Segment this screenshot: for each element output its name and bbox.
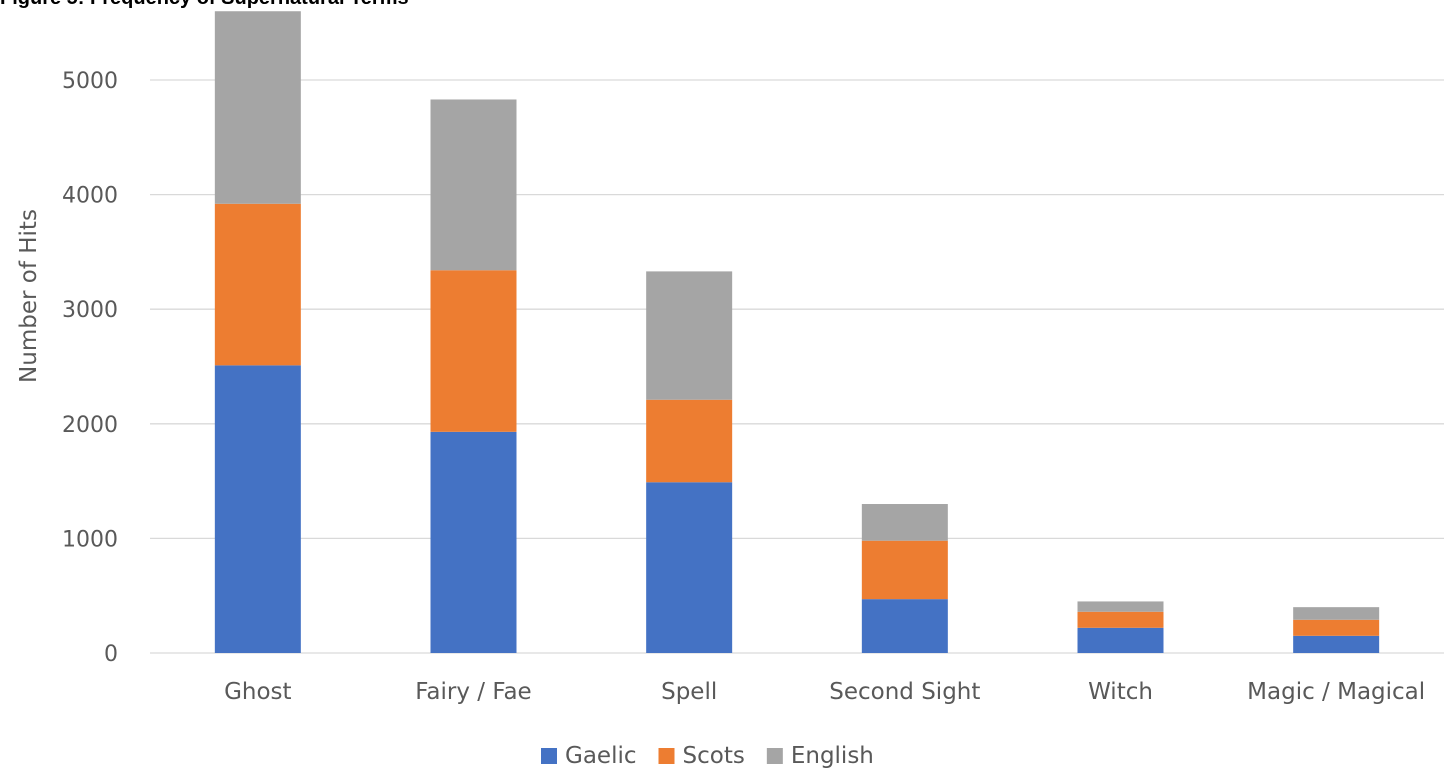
x-category-label: Magic / Magical [1247,679,1425,705]
bar-spell-english [646,271,733,400]
chart-title: Figure 5: Frequency of Supernatural Term… [0,0,409,9]
bar-spell-scots [646,399,733,483]
y-tick-label: 4000 [62,184,118,209]
y-axis-ticks: 0 1000 2000 3000 4000 5000 [62,69,118,667]
gridlines [150,79,1444,654]
bar-witch-english [1077,601,1164,612]
bar-fairy-fae-scots [430,270,517,432]
y-tick-label: 1000 [62,527,118,552]
legend-swatch-english [766,748,783,764]
bar-fairy-fae-english [430,99,517,271]
y-tick-label: 2000 [62,413,118,438]
bar-spell-gaelic [646,482,733,653]
legend-label: English [791,743,874,769]
bar-witch-scots [1077,611,1164,628]
bar-witch-gaelic [1077,627,1164,653]
legend-label: Gaelic [565,743,637,769]
y-tick-label: 5000 [62,69,118,94]
x-category-label: Fairy / Fae [415,679,531,705]
bar-magic-magical-scots [1293,619,1380,636]
y-axis-title: Number of Hits [16,209,42,383]
x-category-label: Witch [1088,679,1153,705]
bar-magic-magical-english [1293,607,1380,620]
bar-second-sight-scots [861,540,948,600]
y-tick-label: 0 [104,642,118,667]
bar-ghost-english [214,11,301,204]
bar-ghost-gaelic [214,365,301,653]
x-category-label: Ghost [224,679,291,705]
bar-ghost-scots [214,203,301,366]
x-category-label: Spell [661,679,717,705]
bar-fairy-fae-gaelic [430,431,517,653]
bar-second-sight-english [861,504,948,541]
legend: Gaelic Scots English [541,743,874,769]
legend-swatch-gaelic [541,748,557,764]
bar-second-sight-gaelic [861,599,948,653]
y-tick-label: 3000 [62,298,118,323]
legend-label: Scots [683,743,745,769]
x-axis-categories: Ghost Fairy / Fae Spell Second Sight Witch Ma… [224,679,1425,705]
bars [214,11,1380,653]
x-category-label: Second Sight [829,679,980,705]
legend-swatch-scots [658,748,675,764]
bar-magic-magical-gaelic [1293,635,1380,653]
